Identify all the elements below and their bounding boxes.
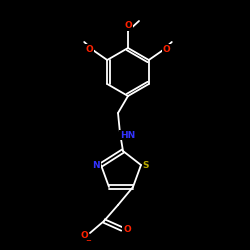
Text: O: O [124,22,132,30]
Text: O: O [85,44,93,54]
Text: O: O [80,230,88,239]
Text: HN: HN [120,130,136,140]
Text: −: − [85,238,91,244]
Text: S: S [143,160,149,170]
Text: N: N [92,160,100,170]
Text: O: O [123,226,131,234]
Text: O: O [163,44,171,54]
